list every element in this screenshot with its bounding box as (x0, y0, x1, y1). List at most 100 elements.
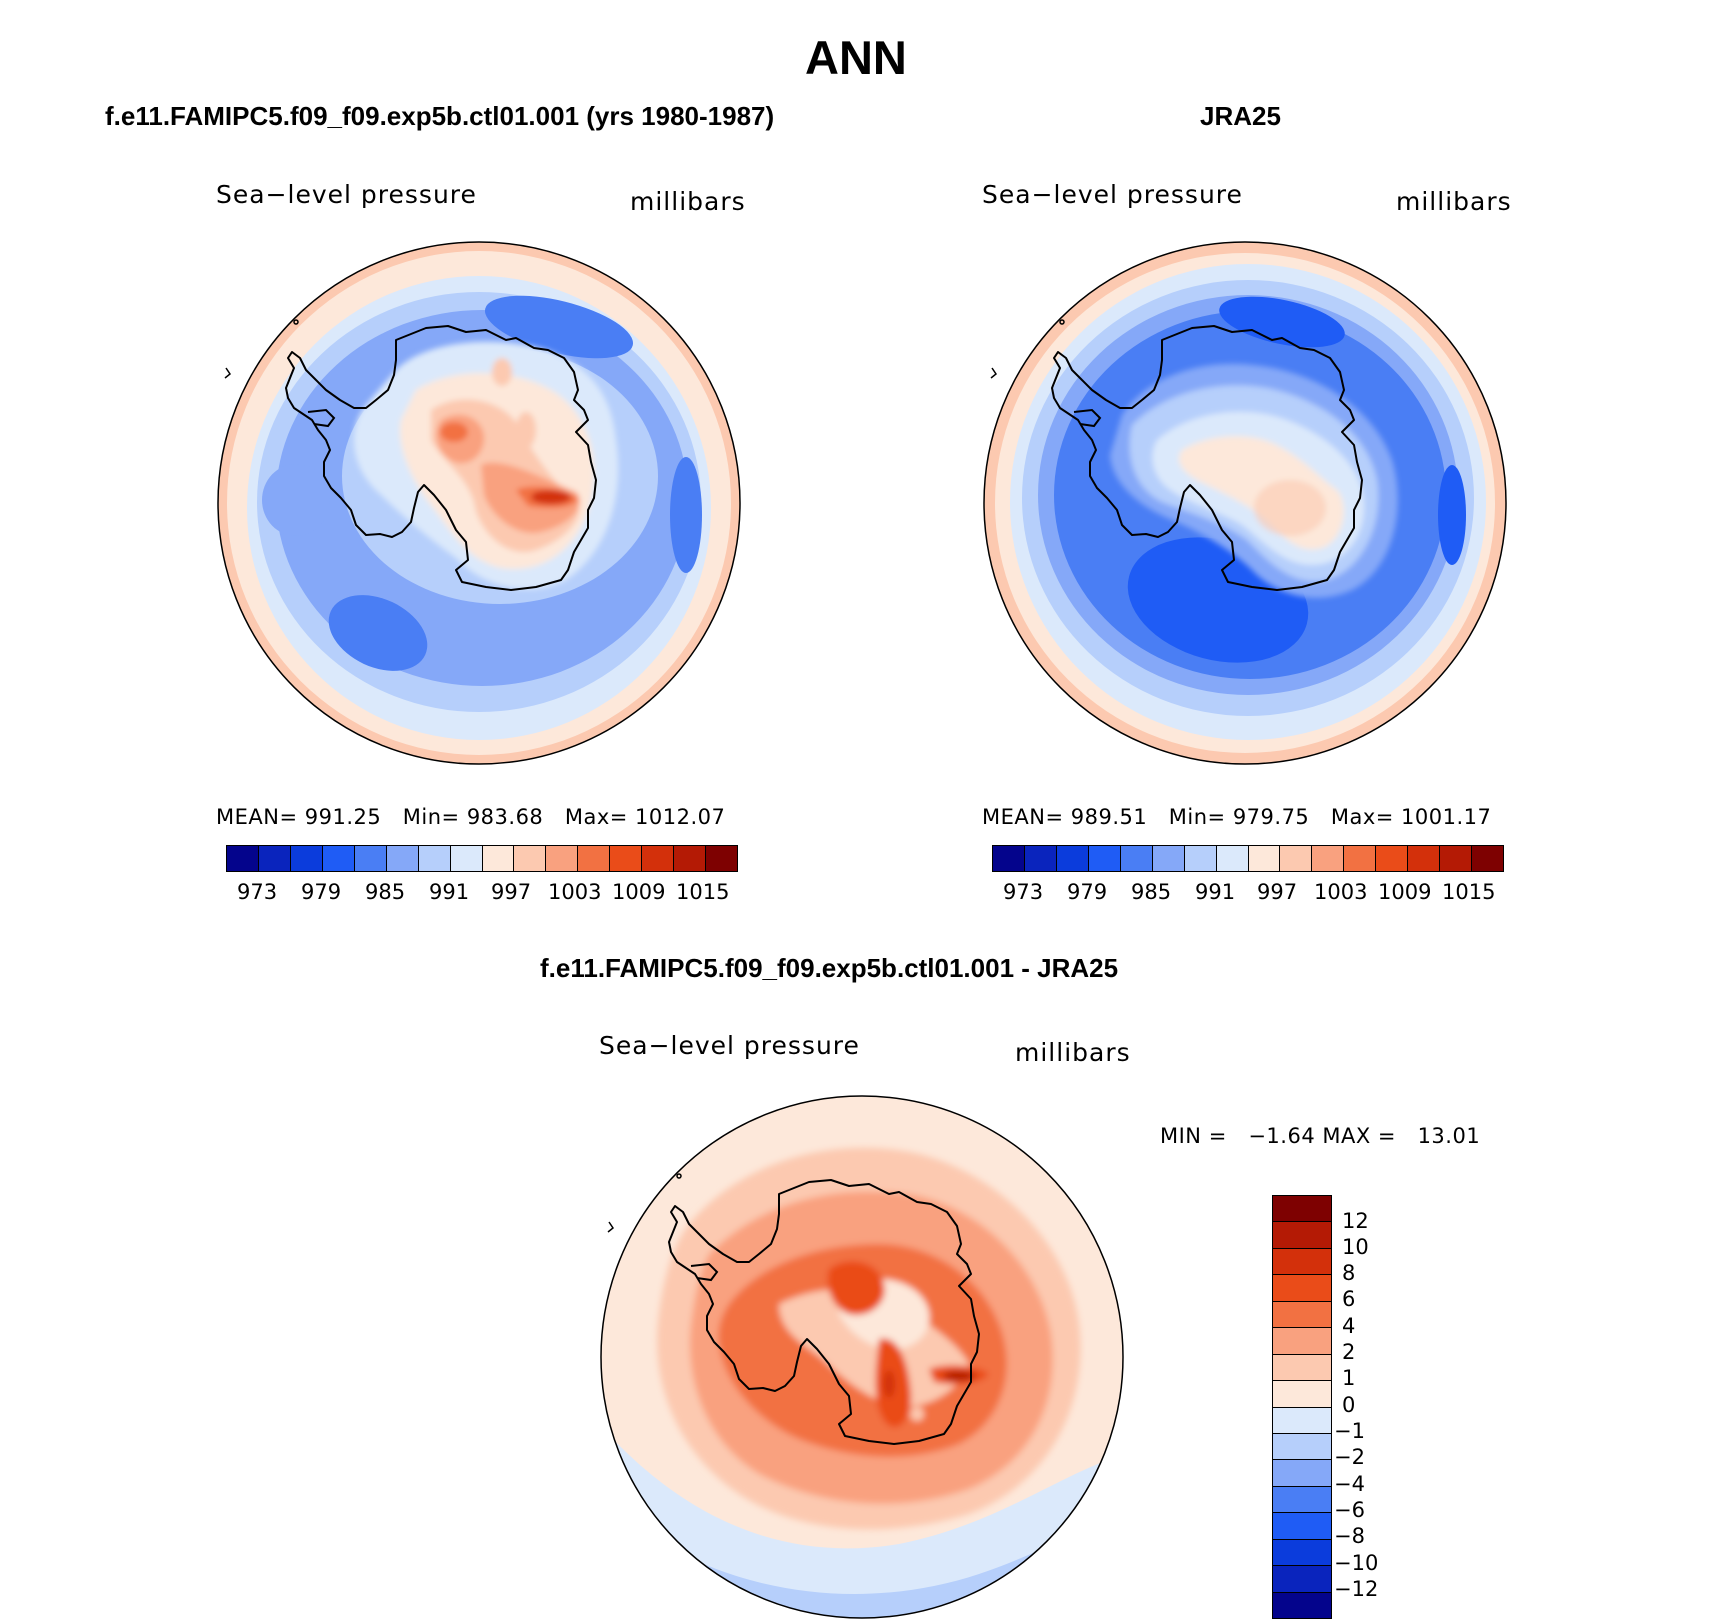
colorbar-tick: 979 (1067, 880, 1108, 904)
panel-3-variable-label: Sea−level pressure (599, 1031, 860, 1060)
colorbar-cell (1312, 846, 1345, 871)
colorbar-tick: 1015 (676, 880, 730, 904)
colorbar-cell (1273, 1248, 1331, 1276)
colorbar-tick: −2 (1334, 1445, 1365, 1469)
colorbar-tick: 997 (491, 880, 532, 904)
colorbar-tick: 985 (1131, 880, 1172, 904)
colorbar-cell (546, 846, 579, 871)
colorbar-cell (418, 846, 451, 871)
panel-1-colorbar (226, 845, 738, 872)
colorbar-cell (258, 846, 291, 871)
colorbar-cell (1440, 846, 1473, 871)
panel-1-map (217, 241, 741, 765)
colorbar-cell (1280, 846, 1313, 871)
panel-1-title: f.e11.FAMIPC5.f09_f09.exp5b.ctl01.001 (y… (105, 101, 775, 131)
colorbar-cell (1273, 1275, 1331, 1302)
panel-2-title: JRA25 (1200, 101, 1281, 131)
colorbar-cell (1273, 1513, 1331, 1540)
colorbar-tick: −4 (1334, 1472, 1365, 1496)
colorbar-cell (1273, 1486, 1331, 1514)
colorbar-cell (1472, 846, 1503, 871)
panel-3-units-label: millibars (1015, 1038, 1131, 1067)
colorbar-cell (610, 846, 643, 871)
colorbar-cell (1024, 846, 1057, 871)
panel-2-mean-label: MEAN= (982, 805, 1064, 829)
colorbar-tick: −10 (1334, 1551, 1379, 1575)
panel-3-stats: MIN = −1.64 MAX = 13.01 (1160, 1124, 1480, 1148)
panel-3-min-label: MIN = (1160, 1124, 1227, 1148)
panel-1-contour-fill (218, 242, 740, 764)
panel-2-variable-label: Sea−level pressure (982, 180, 1243, 209)
colorbar-tick: 8 (1342, 1261, 1356, 1285)
panel-2-coastline (1051, 325, 1363, 591)
colorbar-cell (1273, 1381, 1331, 1408)
panel-3-colorbar (1272, 1195, 1332, 1619)
colorbar-cell (450, 846, 483, 871)
colorbar-cell (1344, 846, 1377, 871)
panel-1-stats: MEAN= 991.25 Min= 983.68 Max= 1012.07 (216, 805, 725, 829)
panel-2-max-value: 1001.17 (1401, 805, 1492, 829)
panel-2-colorbar-ticks: 973 979 985 991 997 1003 1009 1015 (992, 880, 1502, 910)
colorbar-tick: 12 (1342, 1209, 1369, 1233)
panel-2-colorbar (992, 845, 1504, 872)
colorbar-tick: 1009 (612, 880, 666, 904)
colorbar-tick: 985 (365, 880, 406, 904)
panel-3-map (600, 1095, 1124, 1619)
colorbar-tick: 979 (301, 880, 342, 904)
panel-3-colorbar-ticks: 12 10 8 6 4 2 1 0 −1 −2 −4 −6 −8 −10 −12 (1334, 1195, 1422, 1617)
colorbar-cell (642, 846, 675, 871)
colorbar-tick: 10 (1342, 1235, 1369, 1259)
colorbar-cell (1273, 1539, 1331, 1567)
colorbar-cell (354, 846, 387, 871)
colorbar-cell (1273, 1407, 1331, 1434)
panel-1-min-value: 983.68 (466, 805, 544, 829)
colorbar-tick: 1015 (1442, 880, 1496, 904)
panel-1-max-value: 1012.07 (635, 805, 726, 829)
panel-2-min-label: Min= (1168, 805, 1226, 829)
panel-1-max-label: Max= (564, 805, 628, 829)
panel-3-contour-fill (601, 1096, 1123, 1618)
colorbar-cell (290, 846, 323, 871)
colorbar-tick: 1003 (1314, 880, 1368, 904)
colorbar-cell (386, 846, 419, 871)
panel-1-min-label: Min= (402, 805, 460, 829)
panel-2-units-label: millibars (1396, 187, 1512, 216)
colorbar-cell (1273, 1222, 1331, 1249)
panel-2-mean-value: 989.51 (1070, 805, 1148, 829)
panel-1-mean-value: 991.25 (304, 805, 382, 829)
panel-3-min-value: −1.64 (1248, 1124, 1316, 1148)
colorbar-cell (1273, 1433, 1331, 1461)
panel-2-max-label: Max= (1330, 805, 1394, 829)
colorbar-tick: 991 (1195, 880, 1236, 904)
page-title: ANN (805, 31, 907, 84)
colorbar-tick: 1003 (548, 880, 602, 904)
panel-3-coastline (668, 1179, 980, 1445)
colorbar-tick: −1 (1334, 1419, 1365, 1443)
colorbar-tick: −6 (1334, 1498, 1365, 1522)
colorbar-cell (1120, 846, 1153, 871)
colorbar-cell (1248, 846, 1281, 871)
panel-1-coastline (285, 325, 597, 591)
colorbar-tick: 973 (1003, 880, 1044, 904)
colorbar-cell (322, 846, 355, 871)
colorbar-cell (482, 846, 515, 871)
colorbar-cell (1273, 1566, 1331, 1593)
panel-1-variable-label: Sea−level pressure (216, 180, 477, 209)
colorbar-tick: 991 (429, 880, 470, 904)
colorbar-tick: 997 (1257, 880, 1298, 904)
colorbar-cell (1273, 1354, 1331, 1382)
colorbar-tick: 6 (1342, 1287, 1356, 1311)
colorbar-cell (227, 846, 259, 871)
panel-1-colorbar-ticks: 973 979 985 991 997 1003 1009 1015 (226, 880, 736, 910)
colorbar-cell (1273, 1196, 1331, 1223)
colorbar-tick: 1 (1342, 1366, 1356, 1390)
panel-1-units-label: millibars (630, 187, 746, 216)
panel-3-max-value: 13.01 (1417, 1124, 1481, 1148)
colorbar-cell (1273, 1328, 1331, 1355)
colorbar-tick: 4 (1342, 1314, 1356, 1338)
colorbar-cell (1273, 1301, 1331, 1329)
colorbar-cell (578, 846, 611, 871)
colorbar-cell (993, 846, 1025, 871)
colorbar-tick: 0 (1342, 1393, 1356, 1417)
colorbar-tick: 2 (1342, 1340, 1356, 1364)
